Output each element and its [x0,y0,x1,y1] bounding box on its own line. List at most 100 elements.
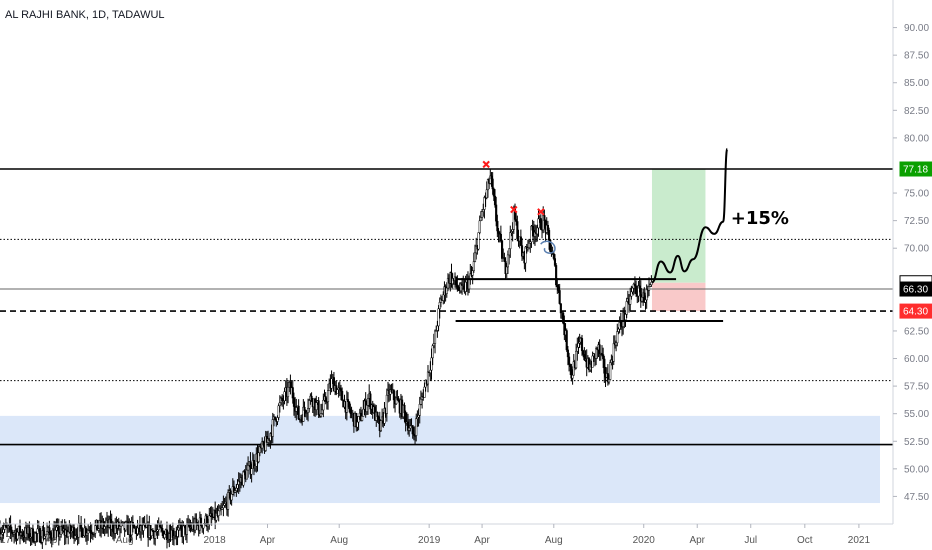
candle-body [624,314,627,321]
candle-body [575,350,578,369]
candle-body [616,331,619,344]
candle-body [528,243,531,248]
candle-body [539,218,542,230]
candle-body [230,493,233,501]
candle-body [553,258,557,266]
candle-body [464,281,467,292]
candle-body [45,531,49,535]
candle-body [287,386,290,398]
price-badge-label: 66.30 [903,285,928,296]
candle-body [437,308,440,327]
candle-body [324,396,327,402]
candle-body [317,400,320,415]
x-tick-label: 2021 [848,535,871,546]
y-tick-label: 47.50 [904,492,929,503]
candle-body [207,524,210,527]
candle-body [644,299,647,303]
candle-body [245,469,248,480]
candle-body [559,303,562,314]
candle-body [4,525,7,528]
candle-body [195,518,198,524]
candle-body [81,528,84,538]
y-tick-label: 82.50 [904,106,929,117]
candle-body [308,400,311,409]
candle-body [418,403,421,416]
candle-body [278,402,281,407]
candle-body [482,209,485,212]
candle-body [222,505,225,509]
candle-body [516,221,519,240]
candle-body [603,358,606,374]
x-tick-label: Apr [689,535,705,546]
candle-body [591,355,594,368]
candle-body [376,411,379,418]
candle-body [336,389,339,394]
candle-body [158,524,161,528]
profit-target-zone [651,169,706,283]
price-badge-label: 77.18 [903,165,928,176]
candle-body [274,416,277,420]
candle-body [546,224,549,231]
candle-body [445,287,448,294]
candle-body [519,236,522,246]
candle-body [495,204,498,222]
candle-body [349,408,352,414]
x-tick-label: Aug [545,535,563,546]
candle-body [18,525,22,536]
candle-body [485,189,488,199]
chart-title: AL RAJHI BANK, 1D, TADAWUL [5,9,165,21]
y-tick-label: 72.50 [904,216,929,227]
candle-body [319,413,323,417]
candle-body [150,529,153,536]
candle-body [223,503,226,506]
candle-body [180,524,183,529]
top-marker-x [537,208,545,216]
top-marker-x [482,160,490,169]
gain-annotation: +15% [731,208,789,229]
candle-body [281,397,284,402]
candle-body [307,408,310,413]
candle-body [417,415,420,418]
candle-body [236,484,239,489]
candle-body [2,529,5,533]
candle-body [508,248,511,256]
candle-body [633,283,636,287]
candle-body [369,393,372,410]
candle-body [264,436,267,451]
candle-body [436,325,439,331]
candle-body [80,522,83,529]
candle-body [247,465,250,471]
candle-body [552,253,555,259]
candle-body [555,265,558,286]
candle-body [16,531,19,540]
candle-body [28,526,31,539]
candle-body [74,535,77,539]
candle-body [426,371,430,385]
candle-body [531,225,534,231]
candle-body [182,525,185,537]
candle-body [321,409,324,414]
candle-body [154,531,157,539]
candle-body [208,515,211,526]
candle-body [524,246,527,264]
x-tick-label: 2019 [418,535,441,546]
candle-body [635,285,638,295]
candle-body [341,390,344,401]
candle-body [631,287,634,293]
candle-body [10,529,13,534]
y-tick-label: 87.50 [904,51,929,62]
y-tick-label: 55.00 [904,409,929,420]
candle-body [496,220,499,232]
candle-body [262,441,265,446]
x-tick-label: Apr [260,535,276,546]
candle-body [566,349,569,358]
candle-body [479,217,482,222]
projection-path [651,147,729,284]
candle-body [471,270,474,276]
candle-body [55,526,58,531]
candle-body [67,531,70,537]
candle-body [136,527,139,534]
candle-body [217,510,220,516]
candle-body [501,240,504,259]
